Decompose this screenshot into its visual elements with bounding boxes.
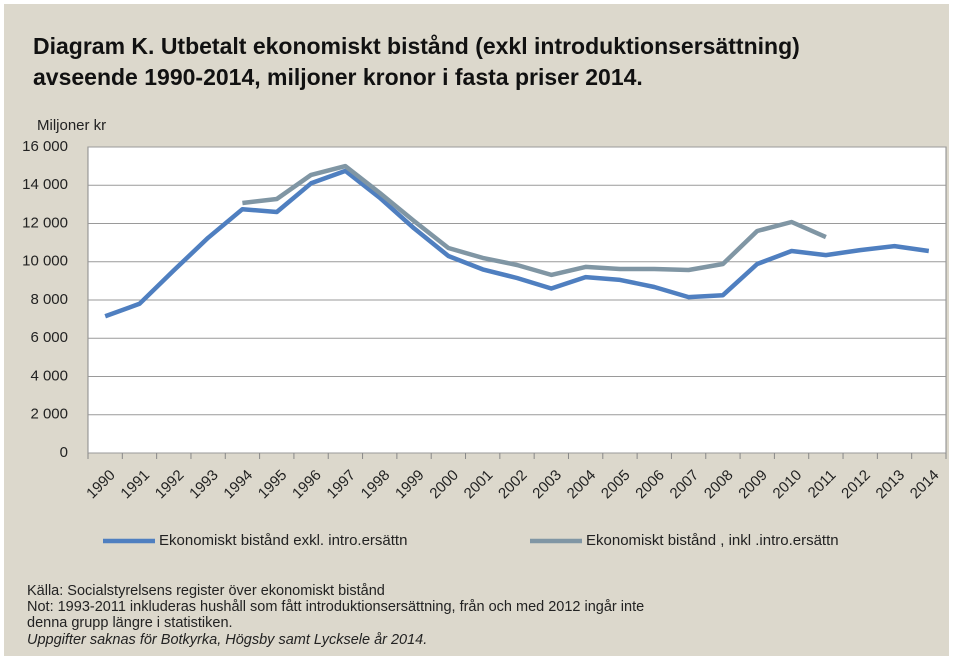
y-tick-label: 10 000 [22,253,68,270]
data-line [104,168,930,319]
y-tick-label: 0 [60,444,68,461]
data-line [242,163,827,278]
legend-label: Ekonomiskt bistånd exkl. intro.ersättn [159,532,407,549]
legend-label: Ekonomiskt bistånd , inkl .intro.ersättn [586,532,839,549]
y-tick-label: 6 000 [30,329,68,346]
y-tick-label: 4 000 [30,367,68,384]
y-tick-label: 16 000 [22,138,68,155]
chart-title: avseende 1990-2014, miljoner kronor i fa… [33,64,643,90]
y-tick-label: 12 000 [22,214,68,231]
y-tick-label: 2 000 [30,406,68,423]
note: Not: 1993-2011 inkluderas hushåll som få… [27,599,644,615]
note: Källa: Socialstyrelsens register över ek… [27,583,385,599]
y-axis-label: Miljoner kr [37,117,106,134]
y-tick-label: 8 000 [30,291,68,308]
chart-title: Diagram K. Utbetalt ekonomiskt bistånd (… [33,33,800,59]
y-tick-label: 14 000 [22,176,68,193]
note: Uppgifter saknas för Botkyrka, Högsby sa… [27,632,427,648]
note: denna grupp längre i statistiken. [27,615,233,631]
